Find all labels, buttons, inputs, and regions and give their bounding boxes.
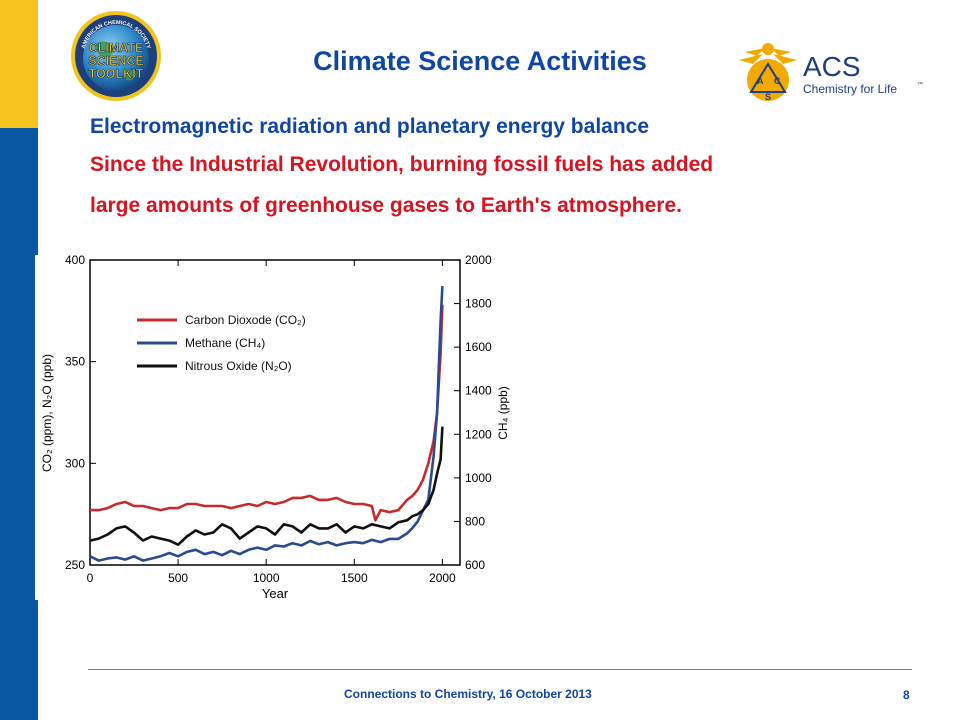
y-right-tick-label: 1200 (465, 427, 492, 441)
footer-divider (88, 669, 912, 670)
legend-label-2: Methane (CH₄) (185, 336, 265, 350)
x-axis-title: Year (262, 586, 289, 600)
y-axis-right-title: CH₄ (ppb) (496, 386, 510, 440)
plot-frame (89, 259, 461, 566)
y-right-tick-label: 1600 (465, 340, 492, 354)
y-right-tick-label: 1000 (465, 471, 492, 485)
x-tick-label: 1500 (341, 571, 368, 585)
toolkit-logo-line-3: TOOLKIT (89, 67, 144, 81)
series-line-1 (90, 304, 444, 522)
acs-eagle-icon: A C S (739, 43, 797, 102)
y-right-tick-label: 1800 (465, 297, 492, 311)
acs-logo: A C S ACS Chemistry for Life ™ (739, 43, 923, 102)
climate-science-toolkit-logo: AMERICAN CHEMICAL SOCIETY CLIMATE SCIENC… (71, 11, 161, 101)
x-tick-label: 500 (168, 571, 188, 585)
greenhouse-gas-chart: 0 500 1000 1500 2000 250 300 350 400 600 800 1000 12… (35, 255, 515, 600)
acs-triangle-letter-s: S (765, 92, 771, 102)
x-tick-label: 0 (87, 571, 94, 585)
legend-label-1: Carbon Dioxode (CO₂) (185, 313, 306, 327)
x-tick-label: 1000 (253, 571, 280, 585)
acs-triangle-letter-a: A (757, 76, 764, 86)
y-left-tick-label: 400 (65, 255, 85, 267)
slide-subtitle: Electromagnetic radiation and planetary … (90, 115, 650, 138)
y-right-tick-label: 600 (465, 558, 485, 572)
body-text-line-2: large amounts of greenhouse gases to Ear… (90, 194, 682, 217)
side-bar-yellow (0, 0, 38, 128)
acs-triangle-letter-c: C (774, 76, 781, 86)
y-left-tick-label: 250 (65, 558, 85, 572)
footer-text: Connections to Chemistry, 16 October 201… (344, 687, 592, 701)
series-line-3 (89, 426, 444, 547)
y-left-tick-label: 350 (65, 355, 85, 369)
toolkit-logo-line-2: SCIENCE (88, 54, 144, 68)
y-axis-left-title: CO₂ (ppm), N₂O (ppb) (40, 354, 54, 472)
acs-logo-tagline: Chemistry for Life (803, 82, 897, 96)
slide-title: Climate Science Activities (313, 46, 647, 76)
y-left-tick-label: 300 (65, 456, 85, 470)
y-right-tick-label: 1400 (465, 384, 492, 398)
toolkit-logo-line-1: CLIMATE (89, 41, 144, 55)
y-right-tick-label: 800 (465, 514, 485, 528)
y-right-tick-label: 2000 (465, 255, 492, 267)
acs-logo-name: ACS (803, 51, 861, 82)
acs-logo-trademark: ™ (917, 81, 923, 88)
series-line-2 (89, 286, 444, 562)
body-text-line-1: Since the Industrial Revolution, burning… (90, 153, 714, 176)
page-number: 8 (903, 688, 910, 702)
legend-label-3: Nitrous Oxide (N₂O) (185, 359, 292, 373)
x-tick-label: 2000 (429, 571, 456, 585)
